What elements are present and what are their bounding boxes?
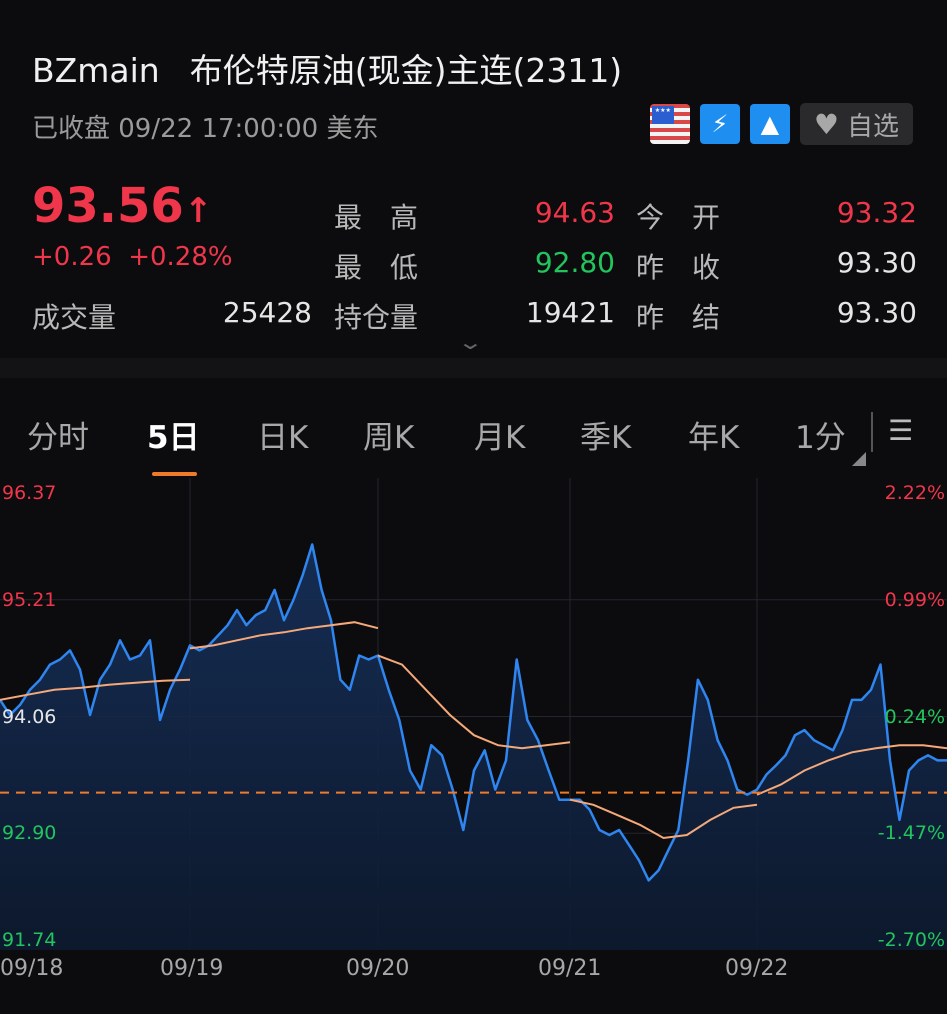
y-tick-right: -2.70% — [877, 929, 945, 951]
chart-tabs: 分时 5日 日K 周K 月K 季K 年K 1分 ☰ — [0, 400, 947, 476]
open-value: 93.32 — [836, 196, 917, 229]
y-tick-right: 0.99% — [884, 589, 945, 611]
avg-line-09/18 — [0, 678, 191, 701]
open-label: 今 开 — [636, 201, 721, 234]
favorite-label: 自选 — [846, 111, 899, 142]
active-tab-indicator — [152, 472, 197, 476]
prev-settle-label: 昨 结 — [636, 301, 721, 334]
y-tick-left: 96.37 — [2, 482, 57, 504]
y-tick-right: 0.24% — [884, 706, 945, 728]
x-tick: 09/20 — [346, 956, 410, 981]
instrument-name: 布伦特原油(现金)主连(2311) — [189, 51, 623, 90]
tab-weekly-k[interactable]: 周K — [363, 420, 415, 456]
volume-value: 25428 — [222, 296, 312, 329]
y-tick-right: -1.47% — [877, 822, 945, 844]
open-interest-value: 19421 — [525, 296, 615, 329]
y-tick-left: 91.74 — [2, 929, 57, 951]
avg-line-09/22 — [756, 744, 947, 796]
five-day-chart[interactable] — [0, 478, 947, 950]
up-arrow-icon: ↑ — [183, 191, 213, 231]
instrument-title: BZmain 布伦特原油(现金)主连(2311) — [32, 44, 622, 92]
dropdown-corner-icon — [852, 452, 866, 466]
prev-settle-value: 93.30 — [836, 296, 917, 329]
high-value: 94.63 — [534, 196, 615, 229]
high-label: 最 高 — [334, 201, 419, 234]
avg-line-09/20 — [377, 654, 571, 750]
x-tick: 09/21 — [538, 956, 602, 981]
add-favorite-button[interactable]: ♥ 自选 — [799, 103, 913, 145]
tab-quarterly-k[interactable]: 季K — [580, 420, 632, 456]
low-value: 92.80 — [534, 246, 615, 279]
tab-5day[interactable]: 5日 — [147, 420, 200, 456]
open-interest-label: 持仓量 — [334, 301, 419, 334]
tab-daily-k[interactable]: 日K — [257, 420, 309, 456]
divider — [0, 358, 947, 378]
avg-line-09/21 — [569, 798, 758, 840]
tab-divider — [871, 412, 873, 452]
volume-label: 成交量 — [32, 301, 117, 334]
heart-icon: ♥ — [813, 107, 839, 141]
y-tick-left: 95.21 — [2, 589, 57, 611]
y-tick-left: 94.06 — [2, 706, 57, 728]
y-tick-right: 2.22% — [884, 482, 945, 504]
last-price: 93.56↑ — [32, 178, 213, 234]
price-change: +0.26 +0.28% — [32, 242, 233, 272]
x-tick: 09/19 — [160, 956, 224, 981]
chart-settings-icon[interactable]: ☰ — [888, 414, 914, 447]
tab-1min[interactable]: 1分 — [795, 420, 846, 456]
price-line — [0, 543, 947, 882]
x-tick: 09/18 — [0, 956, 64, 981]
prev-close-value: 93.30 — [836, 246, 917, 279]
low-label: 最 低 — [334, 251, 419, 284]
lightning-level1-icon[interactable]: ⚡ — [699, 104, 740, 144]
gold-bars-icon[interactable]: ▲ — [749, 104, 790, 144]
us-flag-icon — [649, 104, 690, 144]
tab-monthly-k[interactable]: 月K — [474, 420, 526, 456]
price-area — [0, 544, 947, 950]
market-status: 已收盘 09/22 17:00:00 美东 — [32, 114, 379, 144]
prev-close-label: 昨 收 — [636, 251, 721, 284]
x-tick: 09/22 — [725, 956, 789, 981]
tab-intraday[interactable]: 分时 — [27, 420, 89, 456]
avg-line-09/19 — [189, 621, 379, 650]
chevron-down-icon[interactable]: ⌄ — [456, 330, 484, 354]
y-tick-left: 92.90 — [2, 822, 57, 844]
tab-yearly-k[interactable]: 年K — [688, 420, 740, 456]
instrument-code: BZmain — [32, 51, 160, 90]
